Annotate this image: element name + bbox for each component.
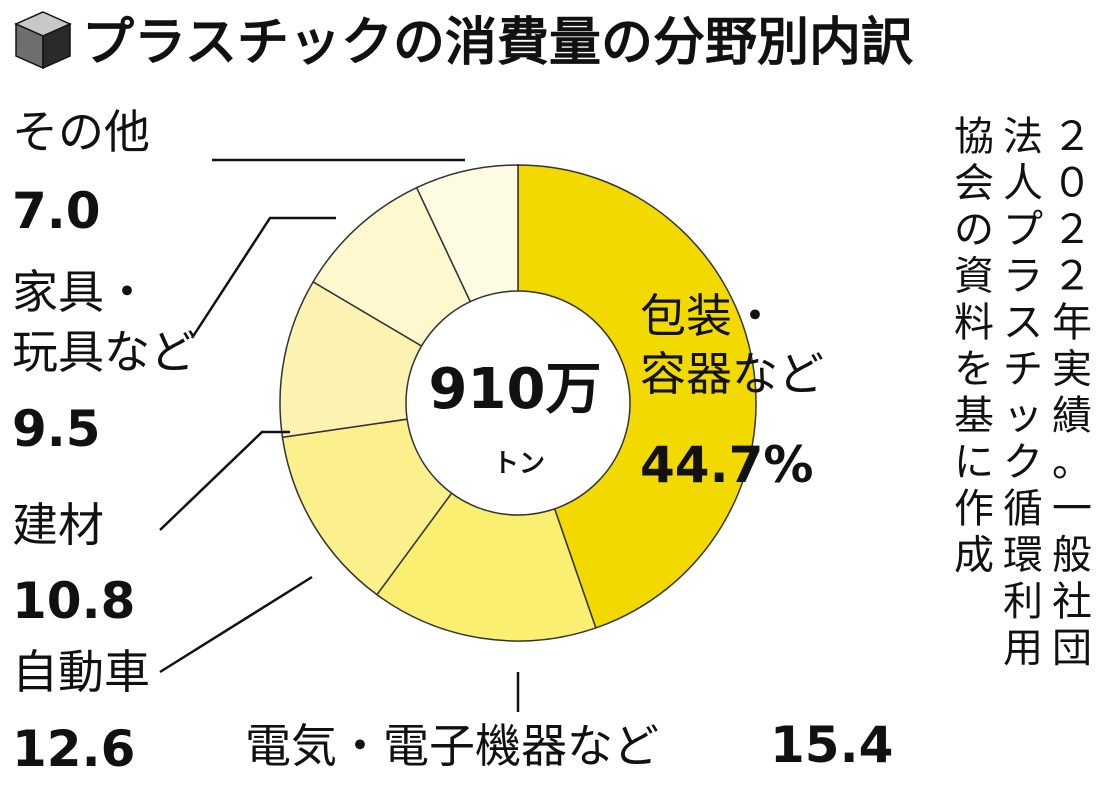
slice-label-3: 自動車 [12, 645, 150, 699]
cube-icon-right [42, 22, 71, 70]
source-column-2: 法人プラスチック循環利用 [1003, 114, 1043, 672]
slice-label-5-line-1: 家具・ [12, 265, 150, 319]
pie-slice-2 [375, 401, 597, 642]
slice-value-3: 12.6 [12, 720, 135, 778]
center-total: 910万 [429, 357, 602, 422]
slice-label-5-line-2: 玩具など [12, 325, 196, 379]
slice-value-2: 15.4 [770, 716, 893, 774]
slice-value-5: 9.5 [12, 400, 101, 458]
slice-labels: 包装・容器など 44.7% 電気・電子機器など 15.4 自動車 12.6 建材 10.8 家具… [12, 105, 893, 778]
chart-title: プラスチックの消費量の分野別内訳 [82, 13, 914, 73]
slice-label-1-line-2: 容器など [640, 347, 824, 401]
source-column-3: 協会の資料を基に作成 [954, 114, 994, 579]
leader-building [159, 430, 290, 531]
leader-lines [159, 158, 520, 712]
slice-value-6: 7.0 [12, 182, 101, 240]
title-cube-icon [14, 11, 72, 70]
slice-value-4: 10.8 [12, 572, 135, 630]
slice-label-4: 建材 [12, 498, 104, 552]
pie-slice-1 [517, 164, 757, 629]
slice-label-1-line-1: 包装・ [640, 289, 778, 343]
leader-furniture [190, 216, 336, 339]
slice-label-6: その他 [12, 105, 150, 159]
source-column-1: ２０２２年実績。一般社団 [1052, 114, 1092, 672]
slice-value-1: 44.7% [640, 436, 813, 494]
donut-hole [405, 290, 631, 516]
slice-label-2: 電気・電子機器など [245, 719, 659, 773]
center-unit: トン [493, 449, 545, 479]
leader-auto [159, 575, 313, 674]
